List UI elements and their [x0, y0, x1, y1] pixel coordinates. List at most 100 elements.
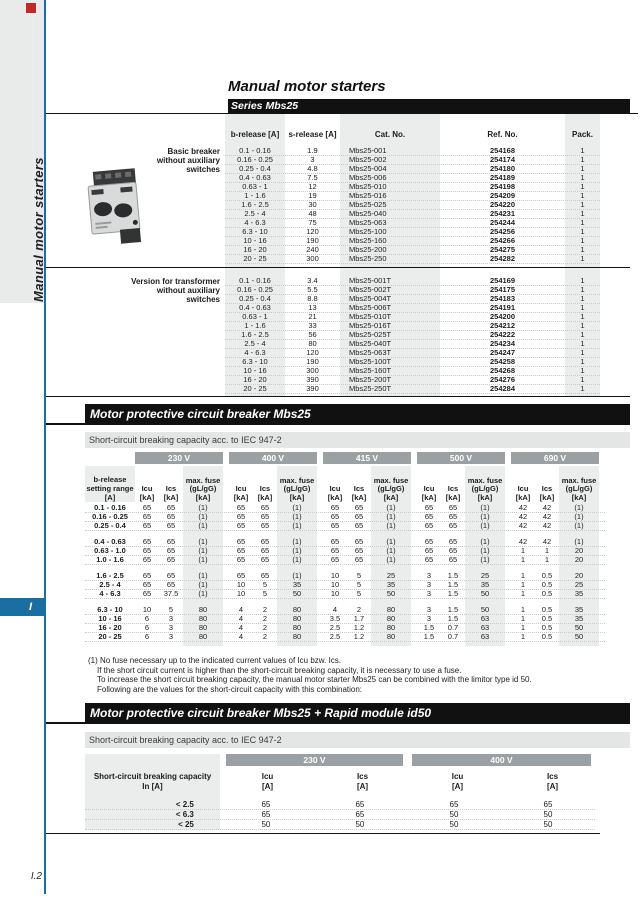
cell-fuse: (1): [198, 521, 208, 530]
cell-ref-no: 254169: [489, 276, 516, 285]
rule-top: [46, 113, 638, 114]
cell-ref-no: 254200: [489, 312, 516, 321]
cell-ics: 65: [166, 546, 176, 555]
table-row: 1.6 - 2.5 30 Mbs25-025 254220 1: [225, 201, 600, 210]
cell-fuse: (1): [480, 555, 490, 564]
cell-b-release: 0.4 - 0.63: [239, 303, 271, 312]
cell-ics: 0.7: [447, 623, 459, 632]
breaker-subheader: Short-circuit breaking capacity acc. to …: [85, 432, 630, 448]
cell-fuse: 80: [292, 632, 302, 641]
capacity-row-group: 1.6 - 2.5 65 65 (1) 65 65 (1) 10 5 25 3 1.5 25 1…: [85, 572, 605, 599]
col-header-ics: Ics [kA]: [163, 484, 179, 502]
table-row: 1 - 1.6 33 Mbs25-016T 254212 1: [225, 322, 600, 331]
cell-cat-no: Mbs25-002: [349, 155, 387, 164]
cell-fuse: (1): [292, 546, 302, 555]
cell-ics: 3: [168, 623, 174, 632]
fuse-column-band: [277, 466, 317, 646]
fuse-column-band: [465, 466, 505, 646]
cell-ics: 0.5: [541, 589, 553, 598]
cell-cat-no: Mbs25-004T: [349, 294, 392, 303]
table-row: < 2.5 65 65 65 65: [85, 800, 595, 810]
table-row: 16 - 20 6 3 80 4 2 80 2.5 1.2 80 1.5 0.7 63 1 0.5…: [85, 624, 605, 633]
cell-ics: 2: [262, 632, 268, 641]
table-row: 6.3 - 10 120 Mbs25-100 254256 1: [225, 228, 600, 237]
cell-ics: 65: [260, 555, 270, 564]
table-row: 10 - 16 6 3 80 4 2 80 3.5 1.7 80 3 1.5 63 1 0.5 35: [85, 615, 605, 624]
cell-s-release: 7.5: [307, 173, 318, 182]
cell-cat-no: Mbs25-250T: [349, 384, 392, 393]
table-row: 0.25 - 0.4 65 65 (1) 65 65 (1) 65 65 (1) 65 65 (…: [85, 522, 605, 531]
cell-ics: 42: [542, 521, 552, 530]
capacity-table-header: b-release setting range [A] Icu [kA] Ics…: [85, 464, 605, 502]
cell-icu: 65: [330, 537, 340, 546]
cell-icu: 65: [142, 571, 152, 580]
cell-fuse: (1): [574, 503, 584, 512]
table-row: 1.6 - 2.5 65 65 (1) 65 65 (1) 10 5 25 3 1.5 25 1…: [85, 572, 605, 581]
cell-icu: 6: [144, 614, 150, 623]
cell-icu: 65: [142, 503, 152, 512]
cell-fuse: (1): [198, 546, 208, 555]
cell-ics: 65: [166, 571, 176, 580]
cell-icu: 65: [236, 571, 246, 580]
cell-fuse: (1): [480, 537, 490, 546]
cell-pack: 1: [580, 173, 585, 182]
cell-icu: 65: [142, 521, 152, 530]
cell-ics: 42: [542, 537, 552, 546]
cell-fuse: 80: [292, 605, 302, 614]
cell-icu: 65: [142, 546, 152, 555]
cell-ics: 65: [448, 555, 458, 564]
capacity-subheaders: Icu [kA] Ics [kA] max. fuse (gL/gG) [kA]…: [135, 475, 605, 503]
cell-fuse: (1): [386, 537, 396, 546]
capacity-row-group: 0.1 - 0.16 65 65 (1) 65 65 (1) 65 65 (1) 65 65(…: [85, 504, 605, 531]
page-title: Manual motor starters: [228, 78, 386, 95]
cell-ref-no: 254282: [489, 254, 516, 263]
cell-s-release: 120: [306, 348, 319, 357]
cell-ics: 65: [166, 521, 176, 530]
cell-fuse: 35: [386, 580, 396, 589]
cell-b-release: 0.63 - 1: [242, 312, 268, 321]
col-header-max-fuse: max. fuse (gL/gG) [kA]: [373, 475, 409, 502]
cell-cat-no: Mbs25-025: [349, 200, 387, 209]
cell-range: 0.4 - 0.63: [94, 537, 126, 546]
cell-fuse: 80: [292, 614, 302, 623]
cell-icu: 10: [142, 605, 152, 614]
table-row: < 25 50 50 50 50: [85, 820, 595, 830]
col-header-ics: Ics [kA]: [257, 484, 273, 502]
col-header-cat-no: Cat. No.: [374, 130, 406, 139]
cell-b-release: 2.5 - 4: [244, 209, 266, 218]
cell-pack: 1: [580, 375, 585, 384]
cell-pack: 1: [580, 182, 585, 191]
cell-ics: 65: [543, 800, 553, 809]
cell-icu: 65: [236, 537, 246, 546]
series-table-header: b-release [A] s-release [A] Cat. No. Ref…: [85, 130, 600, 139]
row-header-breaking-capacity: Short-circuit breaking capacity In [A]: [93, 772, 212, 791]
cell-pack: 1: [580, 294, 585, 303]
cell-fuse: 20: [574, 555, 584, 564]
footnote-block: (1) No fuse necessary up to the indicate…: [88, 656, 532, 694]
cell-icu: 3: [426, 589, 432, 598]
cell-icu: 10: [236, 589, 246, 598]
cell-s-release: 48: [308, 209, 317, 218]
cell-ics: 65: [354, 537, 364, 546]
col-header-icu: Icu [kA]: [139, 484, 155, 502]
voltage-header-bars: 230 V 400 V 415 V 500 V 690 V: [85, 452, 605, 464]
cell-fuse: 50: [574, 632, 584, 641]
cell-fuse: (1): [480, 546, 490, 555]
col-header-icu: Icu [kA]: [421, 484, 437, 502]
cell-ref-no: 254275: [489, 245, 516, 254]
rapid-rowheader-band: [85, 754, 220, 830]
table-row: 0.4 - 0.63 7.5 Mbs25-006 254189 1: [225, 174, 600, 183]
col-header-max-fuse: max. fuse (gL/gG) [kA]: [561, 475, 597, 502]
cell-ics: 65: [260, 546, 270, 555]
col-header-ics: Ics [kA]: [445, 484, 461, 502]
col-header-pack: Pack.: [572, 130, 593, 139]
cell-icu: 4: [238, 605, 244, 614]
cell-icu: 4: [238, 632, 244, 641]
cell-icu: 3: [426, 571, 432, 580]
cell-icu: 1: [520, 546, 526, 555]
table-row: 6.3 - 10 190 Mbs25-100T 254258 1: [225, 358, 600, 367]
table-row: 4 - 6.3 120 Mbs25-063T 254247 1: [225, 349, 600, 358]
capacity-row-group: 0.4 - 0.63 65 65 (1) 65 65 (1) 65 65 (1) 65 65(…: [85, 538, 605, 565]
sidebar-vertical-label: Manual motor starters: [31, 157, 46, 302]
cell-ref-no: 254256: [489, 227, 516, 236]
